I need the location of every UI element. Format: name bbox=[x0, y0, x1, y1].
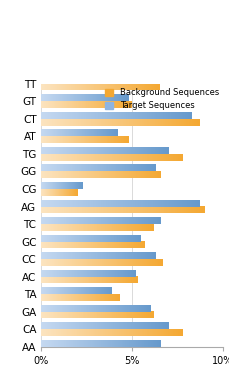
Legend: Background Sequences, Target Sequences: Background Sequences, Target Sequences bbox=[104, 88, 218, 110]
